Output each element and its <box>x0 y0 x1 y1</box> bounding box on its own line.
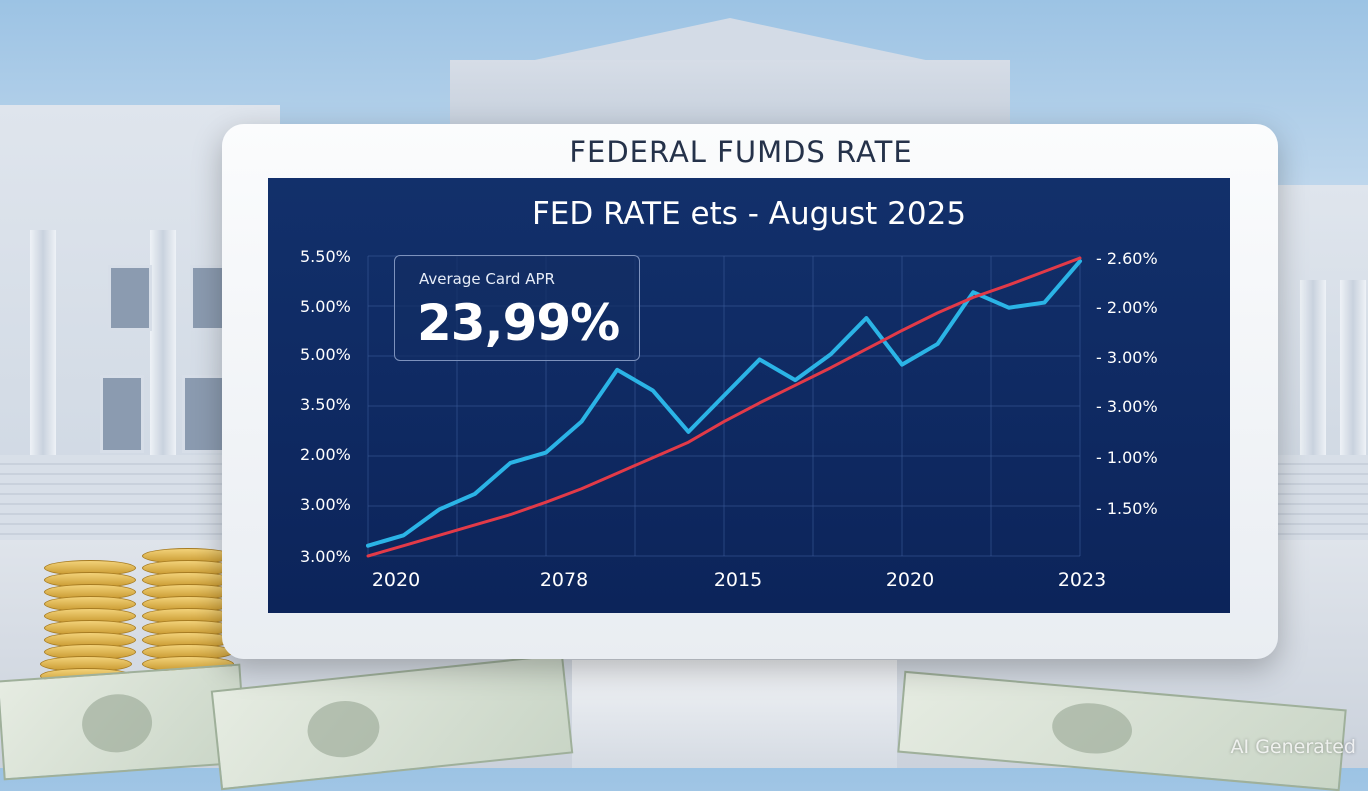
y-tick-label-left: 3.00% <box>300 495 351 514</box>
x-tick-label: 2023 <box>1058 569 1106 591</box>
y-tick-label-left: 3.00% <box>300 547 351 566</box>
monitor-stand <box>572 660 897 768</box>
y-tick-label-left: 5.00% <box>300 345 351 364</box>
y-axis-left-labels: 5.50% 5.00% 5.00% 3.50% 2.00% 3.00% 3.00% <box>300 247 351 566</box>
y-tick-label-right: - 1.50% <box>1096 499 1158 518</box>
apr-label: Average Card APR <box>419 270 555 288</box>
monitor-heading: FEDERAL FUMDS RATE <box>0 135 1368 169</box>
dollar-bill <box>0 664 247 781</box>
column <box>150 230 176 470</box>
window <box>100 375 144 453</box>
x-tick-label: 2078 <box>540 569 588 591</box>
x-tick-label: 2015 <box>714 569 762 591</box>
y-tick-label-right: - 2.00% <box>1096 298 1158 317</box>
window <box>108 265 152 331</box>
y-tick-label-right: - 3.00% <box>1096 348 1158 367</box>
x-tick-label: 2020 <box>372 569 420 591</box>
column <box>1300 280 1326 470</box>
coin-stack <box>40 560 140 685</box>
apr-callout: Average Card APR 23,99% <box>394 255 640 361</box>
column <box>30 230 56 470</box>
y-tick-label-left: 5.50% <box>300 247 351 266</box>
y-tick-label-right: - 1.00% <box>1096 448 1158 467</box>
x-axis-labels: 2020 2078 2015 2020 2023 <box>372 569 1106 591</box>
y-tick-label-left: 2.00% <box>300 445 351 464</box>
x-tick-label: 2020 <box>886 569 934 591</box>
apr-value: 23,99% <box>417 294 619 352</box>
y-tick-label-left: 3.50% <box>300 395 351 414</box>
y-axis-right-labels: - 2.60% - 2.00% - 3.00% - 3.00% - 1.00% - 1.5… <box>1096 249 1158 518</box>
ai-generated-watermark: AI Generated <box>1231 736 1356 758</box>
line-chart: 5.50% 5.00% 5.00% 3.50% 2.00% 3.00% 3.00% - 2.… <box>268 178 1230 613</box>
y-tick-label-left: 5.00% <box>300 297 351 316</box>
y-tick-label-right: - 3.00% <box>1096 397 1158 416</box>
column <box>1340 280 1366 470</box>
window <box>182 375 226 453</box>
y-tick-label-right: - 2.60% <box>1096 249 1158 268</box>
